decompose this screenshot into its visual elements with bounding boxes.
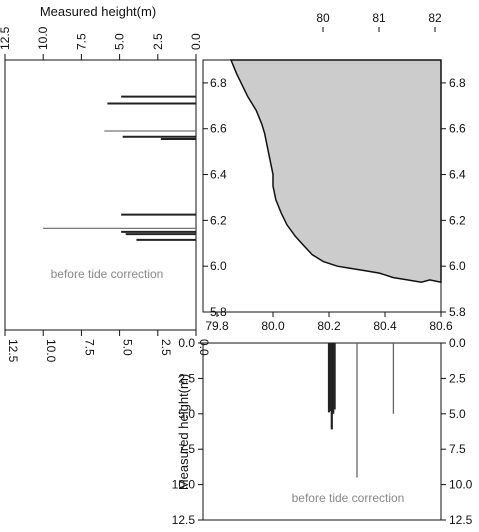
bottom-y-tick-label-right: 0.0 xyxy=(449,336,466,350)
map-y-tick-label-left: 6.6 xyxy=(210,122,227,136)
map-top-labels: 80 81 82 xyxy=(316,11,442,32)
map-y-tick-label-left: 6.4 xyxy=(210,168,227,182)
map-y-tick-label-left: 6.0 xyxy=(210,259,227,273)
left-bottom-tick-label: 12.5 xyxy=(6,339,20,363)
left-bottom-tick-label: 5.0 xyxy=(121,339,135,356)
bottom-y-tick-label-right: 12.5 xyxy=(449,513,473,527)
map-y-tick-label-left: 5.8 xyxy=(210,305,227,319)
map-y-tick-label-right: 6.2 xyxy=(449,213,466,227)
map-x-tick-label: 79.8 xyxy=(205,319,229,333)
map-top-tick-label: 82 xyxy=(428,11,442,25)
map-frame xyxy=(202,59,442,313)
map-y-tick-label-right: 6.6 xyxy=(449,122,466,136)
map-x-tick-label: 80.0 xyxy=(261,319,285,333)
bottom-panel-frame xyxy=(202,342,442,521)
land-area xyxy=(229,59,442,284)
left-top-tick-label: 12.5 xyxy=(0,26,12,50)
map-y-ticks-left: 5.8 6.0 6.2 6.4 6.6 6.8 xyxy=(203,76,227,319)
bottom-y-tick-label-left: 10.0 xyxy=(172,478,196,492)
left-panel-frame xyxy=(4,59,197,331)
bottom-y-tick-label-right: 2.5 xyxy=(449,371,466,385)
bottom-y-tick-label-right: 10.0 xyxy=(449,478,473,492)
left-bottom-tick-label: 7.5 xyxy=(82,339,96,356)
map-x-tick-label: 80.2 xyxy=(317,319,341,333)
left-axis-title: Measured height(m) xyxy=(40,4,156,19)
map-y-tick-label-right: 6.4 xyxy=(449,168,466,182)
left-bottom-tick-label: 2.5 xyxy=(159,339,173,356)
left-top-tick-label: 5.0 xyxy=(113,33,127,50)
bottom-y-tick-label-left: 0.0 xyxy=(178,336,195,350)
left-bottom-ticks: 12.5 10.0 7.5 5.0 2.5 0.0 xyxy=(4,330,211,363)
map-y-ticks-right: 5.8 6.0 6.2 6.4 6.6 6.8 xyxy=(441,76,466,319)
bottom-left-ticks: 0.0 2.5 5.0 7.5 10.0 12.5 xyxy=(172,336,203,527)
bottom-bars xyxy=(327,343,395,478)
map-x-tick-label: 80.6 xyxy=(429,319,453,333)
map-y-tick-label-right: 6.0 xyxy=(449,259,466,273)
left-top-ticks: 12.5 10.0 7.5 5.0 2.5 0.0 xyxy=(0,26,203,60)
map-top-tick-label: 80 xyxy=(316,11,330,25)
bottom-ylabel: Measured height(m) xyxy=(176,374,191,490)
bottom-y-tick-label-right: 7.5 xyxy=(449,442,466,456)
bottom-y-tick-label-left: 5.0 xyxy=(178,407,195,421)
left-bottom-tick-label: 0.0 xyxy=(197,339,211,356)
map-y-tick-label-left: 6.8 xyxy=(210,76,227,90)
left-top-tick-label: 10.0 xyxy=(36,26,50,50)
bottom-y-tick-label-left: 12.5 xyxy=(172,513,196,527)
bottom-height-panel: 0.0 2.5 5.0 7.5 10.0 12.5 0.0 2.5 5.0 7.5 10.0 12.… xyxy=(172,336,473,527)
map-top-tick-label: 81 xyxy=(372,11,386,25)
bottom-y-tick-label-left: 7.5 xyxy=(178,442,195,456)
bottom-y-tick-label-left: 2.5 xyxy=(178,371,195,385)
left-bottom-tick-label: 10.0 xyxy=(44,339,58,363)
left-height-panel: Measured height(m) 12.5 10.0 7.5 5.0 2.5 0.0 … xyxy=(0,4,211,363)
bottom-y-tick-label-right: 5.0 xyxy=(449,407,466,421)
left-bars xyxy=(43,95,196,241)
map-y-tick-label-right: 6.8 xyxy=(449,76,466,90)
map-x-ticks: 79.8 80.0 80.2 80.4 80.6 xyxy=(205,312,453,333)
bottom-annotation: before tide correction xyxy=(292,491,405,505)
left-top-tick-label: 7.5 xyxy=(74,33,88,50)
map-y-tick-label-left: 6.2 xyxy=(210,213,227,227)
map-y-tick-label-right: 5.8 xyxy=(449,305,466,319)
bottom-right-ticks: 0.0 2.5 5.0 7.5 10.0 12.5 xyxy=(441,336,473,527)
map-x-tick-label: 80.4 xyxy=(373,319,397,333)
left-top-tick-label: 2.5 xyxy=(151,33,165,50)
left-annotation: before tide correction xyxy=(51,267,164,281)
map-panel: 80 81 82 79.8 80.0 80.2 80.4 80.6 5.8 6.0 6.2 6.4… xyxy=(202,11,466,333)
left-top-tick-label: 0.0 xyxy=(189,33,203,50)
